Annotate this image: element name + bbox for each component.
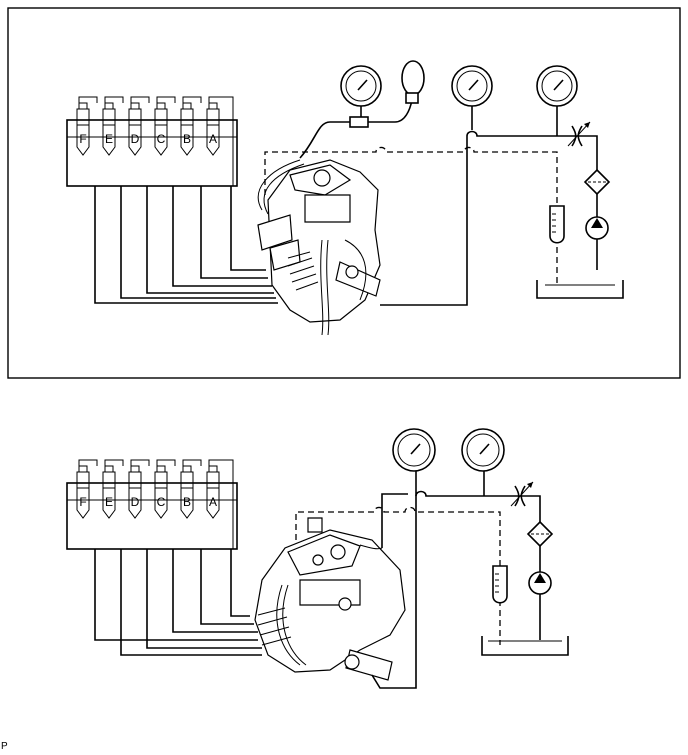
upper-injection-pump <box>257 159 381 336</box>
upper-nozzle-D: D <box>128 102 142 156</box>
lower-nozzle-F: F <box>76 465 90 519</box>
lower-gauge-1 <box>392 428 436 472</box>
upper-injection-lines <box>94 186 278 304</box>
upper-gauge-1 <box>340 65 382 118</box>
upper-gauge-2 <box>451 65 493 107</box>
lower-measuring-cylinder <box>492 565 508 604</box>
lower-nozzle-label: A <box>209 495 217 509</box>
lower-gauge-2 <box>461 428 505 472</box>
upper-leakoff-lines <box>78 96 234 186</box>
lower-filter <box>526 520 554 548</box>
upper-nozzle-label: B <box>183 132 191 146</box>
lower-fuel-tank <box>481 636 569 656</box>
upper-nozzle-E: E <box>102 102 116 156</box>
lower-injection-lines <box>94 549 262 656</box>
upper-fuel-tank <box>536 280 624 299</box>
upper-gauge-3 <box>536 65 578 107</box>
lower-leakoff-lines <box>78 459 234 549</box>
lower-nozzle-B: B <box>180 465 194 519</box>
lower-nozzle-A: A <box>206 465 220 519</box>
lower-supply-line <box>371 490 541 689</box>
upper-nozzle-label: E <box>105 132 113 146</box>
lower-return-line <box>295 506 501 645</box>
upper-nozzle-label: A <box>209 132 217 146</box>
lower-injection-pump <box>254 517 406 681</box>
upper-nozzle-label: D <box>131 132 140 146</box>
upper-frame <box>7 7 681 379</box>
lower-nozzle-C: C <box>154 465 168 519</box>
lower-nozzle-label: E <box>105 495 113 509</box>
lower-nozzle-label: F <box>79 495 86 509</box>
upper-hand-pump <box>299 60 425 159</box>
lower-nozzle-label: B <box>183 495 191 509</box>
lower-feed-pump <box>528 571 552 595</box>
upper-nozzle-A: A <box>206 102 220 156</box>
lower-diagram: F E D C B A <box>66 428 569 689</box>
image-code-label: P <box>1 741 8 752</box>
upper-nozzle-B: B <box>180 102 194 156</box>
upper-diagram: F E D C B A <box>7 7 681 379</box>
upper-nozzle-block <box>66 119 238 187</box>
upper-nozzle-label: C <box>157 132 166 146</box>
lower-throttle-valve <box>510 481 534 507</box>
upper-filter <box>583 168 611 196</box>
upper-nozzle-C: C <box>154 102 168 156</box>
upper-nozzle-F: F <box>76 102 90 156</box>
lower-nozzle-label: C <box>157 495 166 509</box>
upper-measuring-cylinder <box>549 205 565 244</box>
lower-nozzle-D: D <box>128 465 142 519</box>
upper-supply-line <box>380 130 598 306</box>
lower-nozzle-block <box>66 482 238 550</box>
upper-feed-pump <box>585 216 609 240</box>
lower-nozzle-E: E <box>102 465 116 519</box>
upper-nozzle-label: F <box>79 132 86 146</box>
upper-throttle-valve <box>567 121 591 147</box>
lower-nozzle-label: D <box>131 495 140 509</box>
